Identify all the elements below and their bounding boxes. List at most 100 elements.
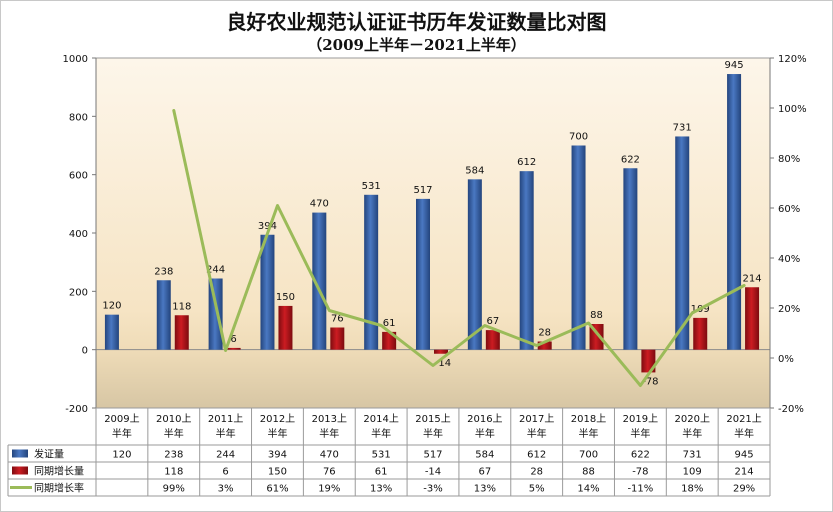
bar-issued bbox=[571, 145, 586, 350]
category-label: 2014上 bbox=[363, 413, 398, 425]
chart-subtitle: （2009上半年－2021上半年） bbox=[307, 36, 526, 54]
bar-increase bbox=[382, 331, 397, 350]
bar-increase-label: 118 bbox=[172, 301, 191, 312]
category-label: 2021上 bbox=[726, 413, 761, 425]
table-cell: 622 bbox=[631, 450, 650, 461]
table-cell: 76 bbox=[323, 467, 336, 478]
bar-issued-label: 238 bbox=[154, 266, 173, 277]
table-cell: 394 bbox=[268, 450, 287, 461]
bar-increase-label: 88 bbox=[590, 310, 603, 321]
right-axis-tick-label: 80% bbox=[778, 154, 800, 165]
table-cell: 214 bbox=[735, 467, 754, 478]
bar-increase-label: -14 bbox=[435, 358, 451, 369]
category-label: 半年 bbox=[319, 427, 339, 440]
table-cell: 88 bbox=[582, 467, 595, 478]
table-cell: 150 bbox=[268, 467, 287, 478]
bar-increase bbox=[226, 347, 241, 350]
bar-increase bbox=[745, 287, 760, 350]
category-label: 2009上 bbox=[104, 413, 139, 425]
chart-title: 良好农业规范认证证书历年发证数量比对图 bbox=[226, 10, 607, 34]
bar-increase bbox=[537, 341, 552, 350]
bar-issued bbox=[208, 278, 223, 350]
bar-increase bbox=[330, 327, 345, 350]
right-axis-tick-label: 60% bbox=[778, 204, 800, 215]
bar-issued-label: 120 bbox=[102, 301, 121, 312]
bar-increase-label: 214 bbox=[743, 273, 762, 284]
bar-increase-label: 67 bbox=[486, 316, 499, 327]
table-cell: 109 bbox=[683, 467, 702, 478]
category-label: 2010上 bbox=[156, 413, 191, 425]
bar-issued-label: 531 bbox=[362, 181, 381, 192]
table-cell: 531 bbox=[372, 450, 391, 461]
table-cell: 470 bbox=[320, 450, 339, 461]
table-cell: 13% bbox=[474, 484, 496, 495]
category-label: 半年 bbox=[423, 427, 443, 440]
bar-issued-label: 731 bbox=[673, 122, 692, 133]
bar-issued bbox=[623, 168, 638, 350]
bar-issued bbox=[467, 179, 482, 350]
bar-issued-label: 517 bbox=[413, 185, 432, 196]
category-label: 半年 bbox=[682, 427, 702, 440]
bar-issued-label: 394 bbox=[258, 221, 277, 232]
legend-swatch bbox=[12, 449, 28, 458]
bar-increase bbox=[641, 349, 656, 373]
plot-area bbox=[95, 57, 771, 409]
left-axis-tick-label: 400 bbox=[69, 229, 88, 240]
category-label: 2016上 bbox=[467, 413, 502, 425]
bar-increase bbox=[434, 349, 448, 354]
bar-issued-label: 612 bbox=[517, 157, 536, 168]
table-cell: 5% bbox=[529, 484, 545, 495]
category-label: 2011上 bbox=[208, 413, 243, 425]
bar-issued-label: 244 bbox=[206, 265, 225, 276]
bar-increase-label: 61 bbox=[383, 318, 396, 329]
table-cell: -78 bbox=[632, 467, 648, 478]
table-cell: 945 bbox=[735, 450, 754, 461]
category-label: 半年 bbox=[112, 427, 132, 440]
bar-issued bbox=[156, 280, 171, 350]
bar-increase bbox=[278, 305, 293, 350]
category-label: 半年 bbox=[527, 427, 547, 440]
category-label: 2017上 bbox=[519, 413, 554, 425]
table-cell: 18% bbox=[681, 484, 703, 495]
category-label: 2018上 bbox=[571, 413, 606, 425]
table-cell: 99% bbox=[163, 484, 185, 495]
table-cell: 612 bbox=[527, 450, 546, 461]
growth-rate-line bbox=[172, 109, 746, 387]
table-cell: 29% bbox=[733, 484, 755, 495]
bar-issued bbox=[727, 74, 742, 350]
left-axis-tick-label: 200 bbox=[69, 287, 88, 298]
bar-issued-label: 700 bbox=[569, 132, 588, 143]
table-cell: 3% bbox=[218, 484, 234, 495]
category-label: 半年 bbox=[216, 427, 236, 440]
table-cell: 700 bbox=[579, 450, 598, 461]
category-label: 半年 bbox=[267, 427, 287, 440]
bar-issued-label: 945 bbox=[725, 60, 744, 71]
category-label: 半年 bbox=[164, 427, 184, 440]
category-label: 半年 bbox=[371, 427, 391, 440]
bar-issued-label: 470 bbox=[310, 199, 329, 210]
legend-label: 同期增长率 bbox=[34, 482, 84, 495]
bar-increase bbox=[174, 315, 189, 350]
bar-issued bbox=[260, 234, 275, 350]
right-axis-tick-label: 0% bbox=[778, 354, 794, 365]
right-axis-tick-label: 120% bbox=[778, 54, 807, 65]
table-cell: 517 bbox=[423, 450, 442, 461]
right-axis-tick-label: 20% bbox=[778, 304, 800, 315]
category-label: 2012上 bbox=[260, 413, 295, 425]
left-axis-tick-label: 800 bbox=[69, 112, 88, 123]
table-cell: 6 bbox=[222, 467, 228, 478]
bar-issued bbox=[675, 136, 690, 350]
category-label: 半年 bbox=[579, 427, 599, 440]
category-label: 半年 bbox=[734, 427, 754, 440]
table-cell: 238 bbox=[164, 450, 183, 461]
left-axis-tick-label: 0 bbox=[82, 346, 88, 357]
table-cell: 61 bbox=[375, 467, 388, 478]
legend-label: 发证量 bbox=[34, 448, 64, 461]
right-axis-tick-label: -20% bbox=[778, 404, 804, 415]
table-cell: 731 bbox=[683, 450, 702, 461]
table-cell: 67 bbox=[478, 467, 491, 478]
bar-issued bbox=[364, 194, 379, 350]
category-label: 2020上 bbox=[675, 413, 710, 425]
bar-issued bbox=[416, 198, 430, 350]
